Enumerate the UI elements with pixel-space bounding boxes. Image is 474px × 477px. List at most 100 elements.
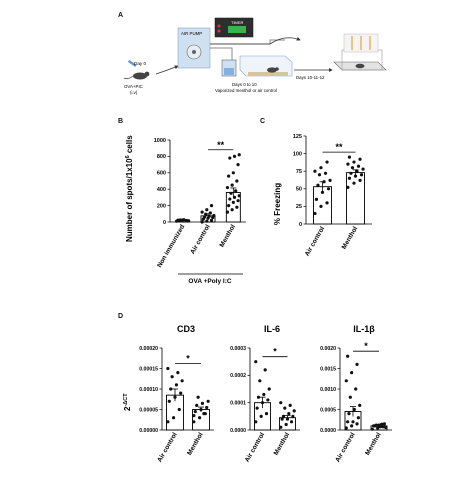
data-point — [316, 183, 320, 187]
data-point — [178, 218, 182, 222]
data-point — [314, 197, 319, 201]
data-point — [279, 425, 283, 429]
x-tick-label: Menthol — [186, 431, 205, 456]
data-point — [359, 173, 364, 177]
data-point — [179, 391, 183, 395]
panel-label-a: A — [118, 12, 124, 19]
x-tick-label: Air control — [189, 223, 212, 255]
data-point — [228, 197, 232, 201]
chart-title: IL-1β — [353, 324, 375, 334]
data-point — [323, 171, 328, 175]
exposure-days-label: Days 0 to 10 — [232, 82, 257, 87]
data-point — [283, 406, 287, 410]
data-point — [173, 395, 177, 399]
data-point — [344, 426, 348, 430]
data-point — [236, 163, 240, 167]
data-point — [205, 405, 209, 410]
mouse-icon — [123, 71, 150, 80]
data-point — [195, 403, 199, 407]
y-tick-label: 0.0005 — [320, 407, 336, 413]
data-point — [254, 420, 258, 424]
panel-label-d: D — [118, 313, 124, 320]
y-tick-label: 0 — [299, 222, 302, 228]
syringe-icon — [127, 59, 137, 68]
chart-b: Number of spots/1x106 cells 0 200 400 600 80… — [125, 135, 246, 285]
data-point — [352, 407, 356, 412]
data-point — [319, 166, 323, 170]
data-point — [325, 201, 329, 205]
data-point — [348, 395, 352, 399]
data-point — [376, 426, 380, 430]
data-point — [207, 214, 211, 218]
data-point — [374, 423, 378, 427]
data-point — [263, 368, 267, 372]
chart-d-il1b: IL-1β 0.0000 0.0005 0.0010 0.0015 0.0020 Air … — [320, 324, 392, 463]
vaporizer-icon — [221, 59, 237, 77]
y-tick-label: 0.0001 — [230, 400, 246, 406]
immunization-label: OVA+PIC — [124, 84, 143, 89]
data-point — [202, 412, 206, 416]
data-point — [347, 412, 351, 416]
data-point — [347, 155, 352, 159]
exposure-chamber-icon — [239, 55, 293, 77]
y-tick-label: 125 — [293, 134, 302, 140]
y-tick-label: 25 — [296, 204, 302, 210]
data-point — [320, 190, 325, 194]
air-pump-label: AIR PUMP — [181, 31, 202, 36]
data-point — [196, 395, 200, 399]
data-point — [212, 213, 216, 218]
data-point — [313, 211, 317, 216]
data-point — [347, 176, 352, 180]
data-point — [266, 398, 270, 402]
data-point — [354, 387, 358, 391]
data-point — [352, 160, 356, 164]
x-tick-label: Air control — [334, 431, 357, 463]
y-tick-label: 800 — [157, 154, 166, 160]
panel-label-b: B — [118, 118, 124, 125]
data-point — [209, 218, 214, 222]
x-tick-label: Menthol — [364, 431, 383, 456]
data-point — [384, 425, 388, 430]
data-point — [319, 204, 323, 208]
data-point — [192, 420, 196, 424]
data-point — [281, 414, 286, 418]
data-point — [280, 417, 284, 421]
y-tick-label: 0.0000 — [230, 428, 246, 434]
data-point — [355, 362, 359, 366]
data-point — [232, 195, 237, 199]
data-point — [255, 406, 259, 410]
x-tick-label: Air control — [304, 225, 327, 257]
data-point — [382, 422, 386, 426]
group-label: OVA +Poly I:C — [188, 278, 231, 285]
data-point — [259, 414, 263, 418]
data-point — [204, 212, 208, 216]
x-tick-label: Menthol — [273, 431, 292, 456]
data-point — [228, 156, 232, 160]
data-point — [230, 183, 234, 187]
data-point — [192, 414, 196, 418]
data-point — [370, 427, 374, 431]
data-point — [351, 420, 355, 424]
data-point — [229, 191, 233, 195]
data-point — [200, 220, 204, 224]
significance-label: ** — [335, 142, 343, 152]
data-point — [349, 171, 353, 175]
data-point — [350, 371, 354, 375]
data-point — [352, 181, 356, 185]
y-tick-label: 100 — [293, 151, 302, 157]
data-point — [291, 414, 295, 418]
x-tick-label: Non immunized — [156, 223, 186, 268]
data-point — [177, 407, 181, 412]
data-point — [236, 199, 240, 203]
data-point — [285, 417, 290, 421]
data-point — [227, 174, 231, 178]
data-point — [353, 174, 358, 178]
y-tick-label: 0.0010 — [320, 387, 336, 393]
data-point — [358, 403, 362, 407]
chart-c: % Freezing 0 25 50 75 100 125 Air control Menth… — [273, 134, 372, 257]
y-tick-label: 0.0020 — [320, 346, 336, 352]
data-point — [231, 200, 235, 204]
significance-label: * — [186, 354, 190, 364]
data-point — [264, 412, 269, 416]
data-point — [322, 180, 326, 184]
